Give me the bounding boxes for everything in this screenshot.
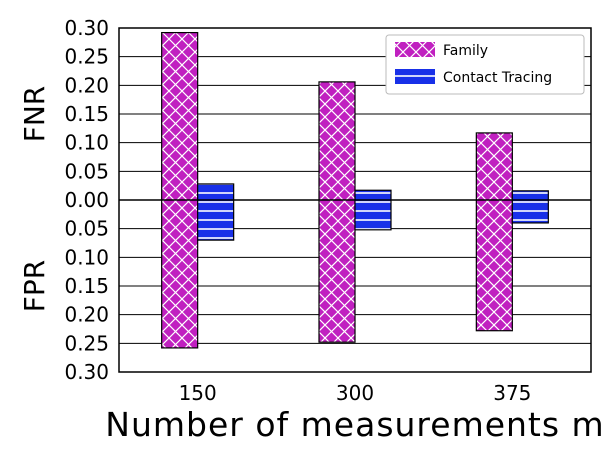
y-tick-label: 0.05 (64, 159, 109, 183)
plot-frame (118, 27, 592, 373)
x-tick-label: 300 (336, 381, 374, 405)
y-tick-label: 0.15 (64, 274, 109, 298)
legend-box (385, 34, 585, 95)
bar-contact-tracing-300 (354, 189, 392, 231)
bar-family-150 (161, 31, 199, 349)
bar-contact-tracing-375 (511, 190, 549, 224)
x-tick-label: 150 (179, 381, 217, 405)
x-tick-label: 375 (493, 381, 531, 405)
bar-family-375 (475, 132, 513, 332)
y-tick-label: 0.15 (64, 102, 109, 126)
legend-label-family: Family (443, 43, 488, 59)
legend-label-contact-tracing: Contact Tracing (443, 70, 552, 86)
bar-family-300 (318, 81, 356, 343)
legend: Family Contact Tracing (385, 34, 585, 95)
bars (161, 31, 549, 349)
y-axis-label-fnr: FNR (18, 86, 51, 143)
y-tick-label: 0.20 (64, 73, 109, 97)
x-axis-label: Number of measurements m (105, 405, 604, 444)
y-tick-labels: 0.30 0.25 0.20 0.15 0.10 0.05 0.00 0.05 0.10 0.15… (64, 16, 109, 384)
y-tick-label: 0.30 (64, 16, 109, 40)
legend-swatch-contact-tracing (395, 69, 435, 84)
y-tick-label: 0.00 (64, 188, 109, 212)
legend-swatch-family (395, 42, 435, 57)
y-tick-label: 0.25 (64, 45, 109, 69)
y-tick-label: 0.25 (64, 331, 109, 355)
y-axis-label-fpr: FPR (18, 260, 51, 312)
y-tick-label: 0.10 (64, 245, 109, 269)
bar-contact-tracing-150 (197, 183, 235, 241)
y-tick-label: 0.10 (64, 131, 109, 155)
y-tick-label: 0.30 (64, 360, 109, 384)
y-tick-label: 0.05 (64, 217, 109, 241)
y-tick-label: 0.20 (64, 303, 109, 327)
x-tick-labels: 150 300 375 (179, 381, 532, 405)
